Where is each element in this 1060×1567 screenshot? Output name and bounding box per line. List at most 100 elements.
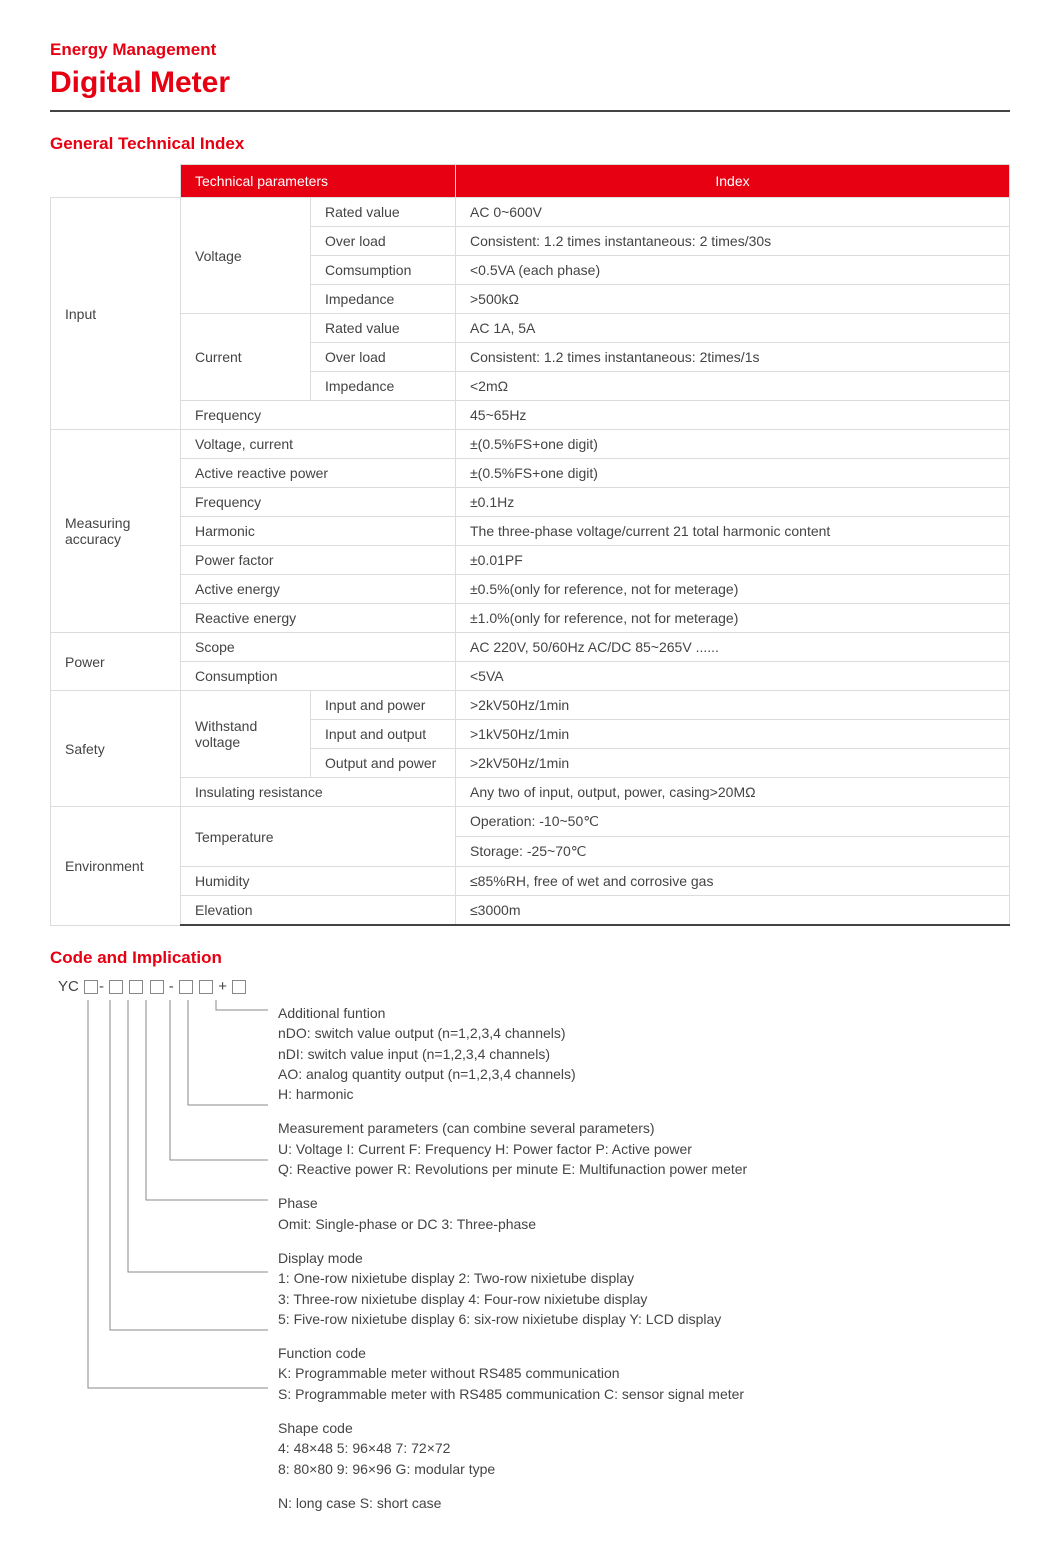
group-measuring: Measuring accuracy [51,430,181,633]
code-wire-diagram [58,1000,278,1470]
table-header-blank [51,165,181,198]
param-label: Input and power [311,691,456,720]
page-title: Digital Meter [50,66,1010,112]
group-temperature: Temperature [181,807,456,867]
param-value: >1kV50Hz/1min [456,720,1010,749]
param-label: Humidity [181,867,456,896]
code-item-body: Omit: Single-phase or DC 3: Three-phase [278,1214,1010,1234]
code-slot [199,980,213,994]
code-item-body: K: Programmable meter without RS485 comm… [278,1363,1010,1404]
code-slot [150,980,164,994]
param-value: ±0.5%(only for reference, not for metera… [456,575,1010,604]
dash: - [169,978,174,995]
param-value: ±0.1Hz [456,488,1010,517]
param-label: Active reactive power [181,459,456,488]
param-value: ±1.0%(only for reference, not for metera… [456,604,1010,633]
param-value: AC 220V, 50/60Hz AC/DC 85~265V ...... [456,633,1010,662]
param-label: Consumption [181,662,456,691]
code-slot [129,980,143,994]
code-item-heading: Shape code [278,1418,1010,1438]
param-value: ±(0.5%FS+one digit) [456,459,1010,488]
code-item-heading: Measurement parameters (can combine seve… [278,1118,1010,1138]
param-value: >2kV50Hz/1min [456,749,1010,778]
param-label: Frequency [181,488,456,517]
param-value: >500kΩ [456,285,1010,314]
param-value: <0.5VA (each phase) [456,256,1010,285]
code-item: Shape code 4: 48×48 5: 96×48 7: 72×72 8:… [278,1418,1010,1479]
group-voltage: Voltage [181,198,311,314]
param-value: <2mΩ [456,372,1010,401]
param-label: Over load [311,227,456,256]
group-safety: Safety [51,691,181,807]
param-label: Power factor [181,546,456,575]
param-value: The three-phase voltage/current 21 total… [456,517,1010,546]
code-item: Phase Omit: Single-phase or DC 3: Three-… [278,1193,1010,1234]
param-value: ≤3000m [456,896,1010,926]
code-item-body: 4: 48×48 5: 96×48 7: 72×72 8: 80×80 9: 9… [278,1438,1010,1479]
param-value: 45~65Hz [456,401,1010,430]
param-label: Over load [311,343,456,372]
code-item-heading: Display mode [278,1248,1010,1268]
code-slot [109,980,123,994]
plus: + [218,978,227,995]
code-item-list: Additional funtion nDO: switch value out… [278,1003,1010,1513]
code-slot [232,980,246,994]
table-header-params: Technical parameters [181,165,456,198]
supertitle: Energy Management [50,40,1010,60]
code-item: Display mode 1: One-row nixietube displa… [278,1248,1010,1329]
param-label: Input and output [311,720,456,749]
code-prefix: YC [58,978,79,995]
param-label: Elevation [181,896,456,926]
code-item-body: U: Voltage I: Current F: Frequency H: Po… [278,1139,1010,1180]
code-template: YC - - + [58,978,1010,995]
code-item-heading: Function code [278,1343,1010,1363]
param-value: ±0.01PF [456,546,1010,575]
param-value: ±(0.5%FS+one digit) [456,430,1010,459]
param-label: Rated value [311,198,456,227]
group-withstand: Withstand voltage [181,691,311,778]
param-label: Insulating resistance [181,778,456,807]
param-label: Active energy [181,575,456,604]
dash: - [99,978,104,995]
code-slot [84,980,98,994]
code-item-body: 1: One-row nixietube display 2: Two-row … [278,1268,1010,1329]
code-diagram: YC - - + Ad [50,978,1010,1513]
code-item-heading: Additional funtion [278,1003,1010,1023]
param-value: AC 0~600V [456,198,1010,227]
param-value: Operation: -10~50℃ [456,807,1010,837]
code-item-body: N: long case S: short case [278,1493,1010,1513]
param-value: ≤85%RH, free of wet and corrosive gas [456,867,1010,896]
param-value: Consistent: 1.2 times instantaneous: 2 t… [456,227,1010,256]
param-label: Scope [181,633,456,662]
code-item: N: long case S: short case [278,1493,1010,1513]
code-item: Function code K: Programmable meter with… [278,1343,1010,1404]
param-label: Impedance [311,372,456,401]
param-value: AC 1A, 5A [456,314,1010,343]
param-value: Storage: -25~70℃ [456,837,1010,867]
param-label: Harmonic [181,517,456,546]
code-slot [179,980,193,994]
param-label: Rated value [311,314,456,343]
param-label: Frequency [181,401,456,430]
group-environment: Environment [51,807,181,926]
param-value: Consistent: 1.2 times instantaneous: 2ti… [456,343,1010,372]
param-label: Reactive energy [181,604,456,633]
code-item-heading: Phase [278,1193,1010,1213]
param-value: Any two of input, output, power, casing>… [456,778,1010,807]
param-label: Voltage, current [181,430,456,459]
param-label: Impedance [311,285,456,314]
group-input: Input [51,198,181,430]
code-item: Measurement parameters (can combine seve… [278,1118,1010,1179]
code-item: Additional funtion nDO: switch value out… [278,1003,1010,1104]
group-current: Current [181,314,311,401]
technical-index-table: Technical parameters Index Input Voltage… [50,164,1010,926]
code-item-body: nDO: switch value output (n=1,2,3,4 chan… [278,1023,1010,1104]
param-label: Output and power [311,749,456,778]
section-heading-general: General Technical Index [50,134,1010,154]
section-heading-code: Code and Implication [50,948,1010,968]
param-value: <5VA [456,662,1010,691]
table-header-index: Index [456,165,1010,198]
param-value: >2kV50Hz/1min [456,691,1010,720]
group-power: Power [51,633,181,691]
param-label: Comsumption [311,256,456,285]
